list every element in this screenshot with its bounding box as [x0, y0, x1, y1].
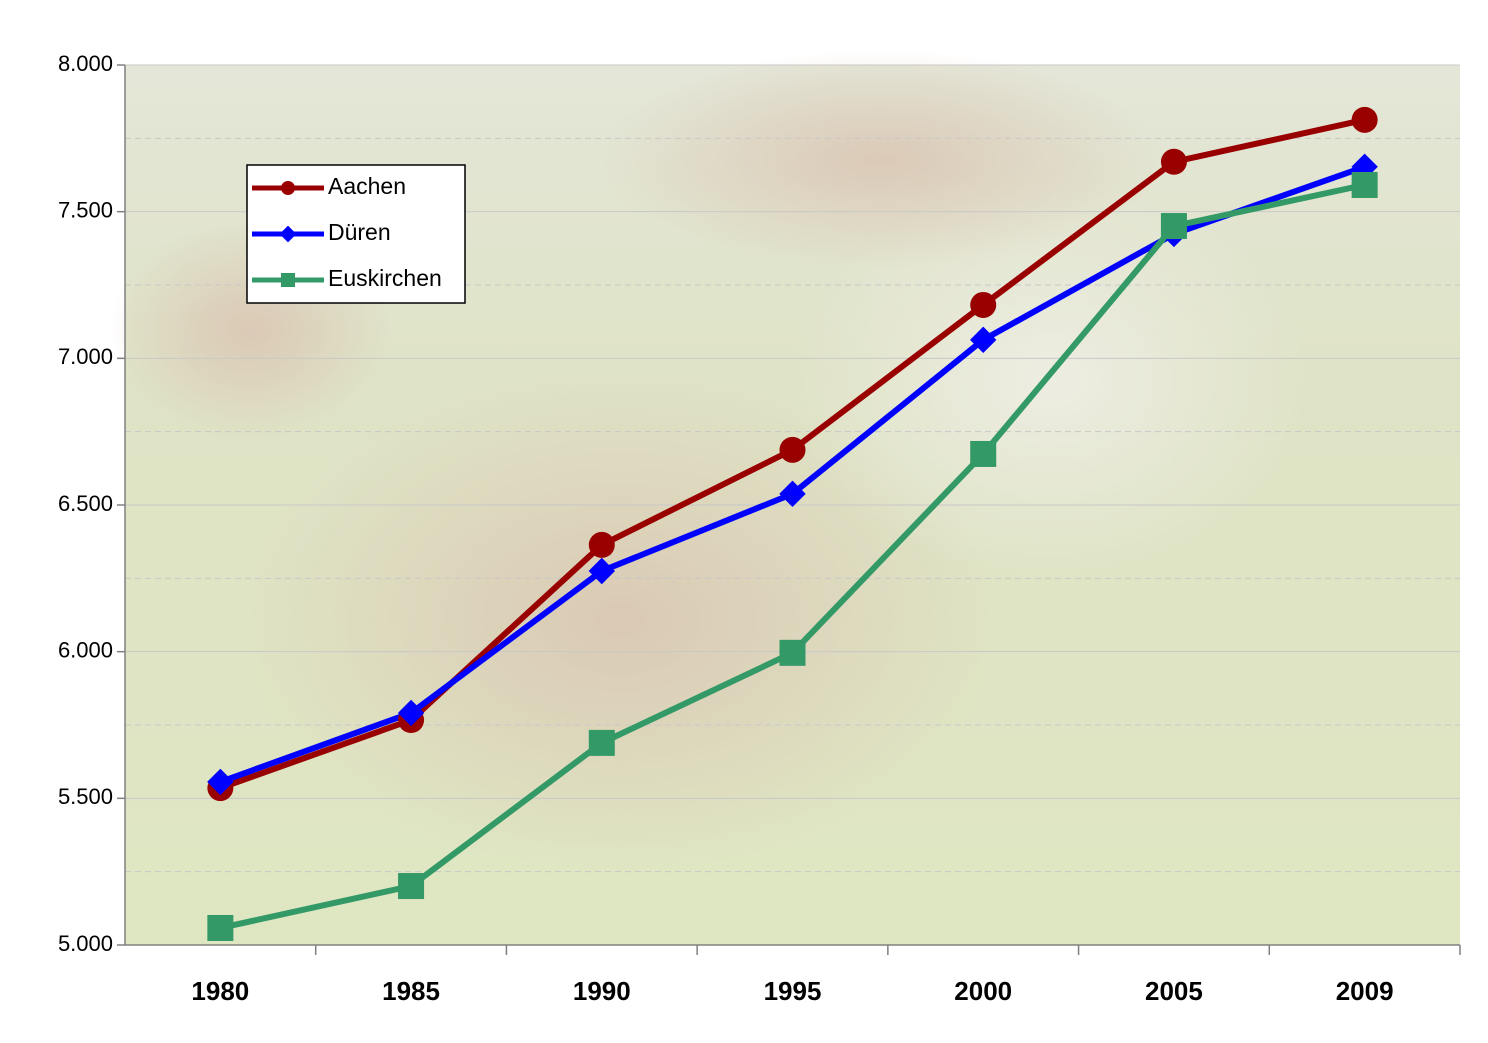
x-tick-label: 2009: [1336, 976, 1394, 1006]
marker: [397, 699, 425, 727]
legend-label: Düren: [328, 219, 391, 245]
marker: [970, 440, 997, 467]
marker: [970, 326, 997, 354]
marker: [398, 873, 425, 900]
x-tick-label: 1990: [573, 976, 631, 1006]
marker: [779, 639, 806, 666]
y-tick-label: 7.500: [58, 197, 113, 222]
background-photo: [600, 50, 1160, 270]
marker: [281, 181, 295, 195]
background-photo: [790, 180, 1310, 580]
x-tick-label: 1980: [191, 976, 249, 1006]
x-tick-label: 1995: [764, 976, 822, 1006]
y-tick-label: 8.000: [58, 51, 113, 76]
marker: [1160, 213, 1187, 240]
marker: [1160, 148, 1187, 175]
legend-label: Aachen: [328, 173, 406, 199]
marker: [1351, 171, 1378, 198]
background-photo: [240, 370, 1000, 870]
marker: [970, 291, 997, 318]
y-tick-label: 6.000: [58, 637, 113, 662]
marker: [779, 480, 806, 508]
x-tick-label: 1985: [382, 976, 440, 1006]
marker: [588, 729, 615, 756]
y-tick-label: 5.500: [58, 784, 113, 809]
y-tick-label: 5.000: [58, 931, 113, 956]
marker: [281, 273, 295, 287]
marker: [588, 557, 615, 585]
x-tick-label: 2005: [1145, 976, 1203, 1006]
x-tick-label: 2000: [954, 976, 1012, 1006]
marker: [779, 436, 806, 463]
marker: [588, 531, 615, 558]
y-tick-label: 6.500: [58, 491, 113, 516]
y-tick-label: 7.000: [58, 344, 113, 369]
marker: [207, 768, 234, 796]
marker: [207, 914, 234, 941]
marker: [279, 225, 297, 243]
legend-label: Euskirchen: [328, 265, 442, 291]
marker: [1351, 106, 1378, 133]
